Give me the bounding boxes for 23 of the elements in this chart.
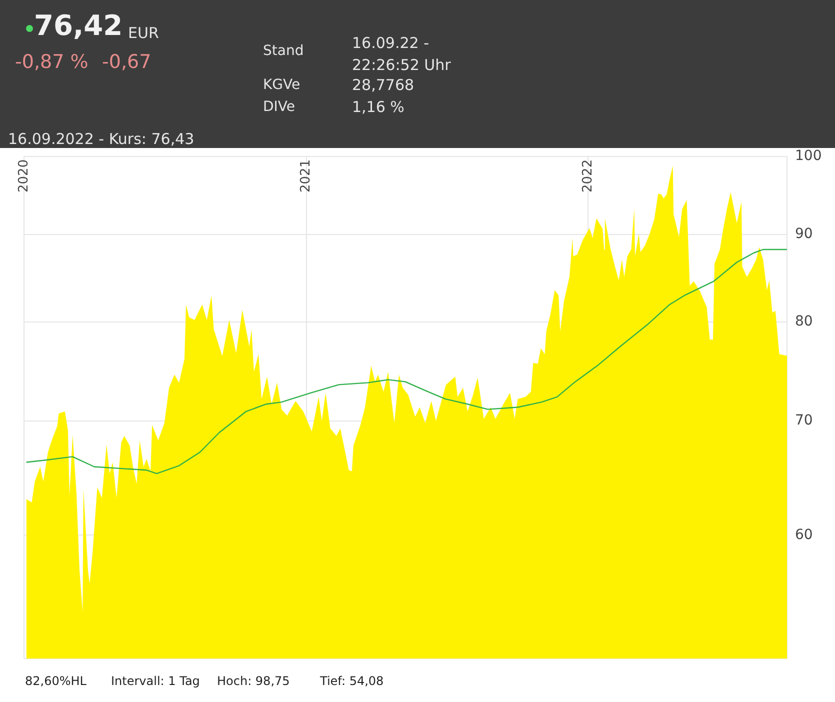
y-tick-label: 70 bbox=[795, 412, 813, 429]
x-tick-label: 2020 bbox=[16, 159, 32, 192]
x-tick-label: 2021 bbox=[298, 159, 314, 192]
text: Tief: 54,08 bbox=[320, 674, 384, 688]
text: EUR bbox=[128, 24, 159, 42]
text: 16.09.2022 - Kurs: 76,43 bbox=[8, 130, 194, 148]
text: KGVe bbox=[263, 77, 300, 93]
text: 16.09.22 - 22:26:52 Uhr bbox=[352, 33, 452, 76]
y-tick-label: 100 bbox=[795, 148, 822, 164]
text: 28,7768 bbox=[352, 76, 414, 94]
y-tick-label: 80 bbox=[795, 314, 813, 330]
text: 76,42 bbox=[34, 9, 123, 42]
text: -0,67 bbox=[102, 51, 152, 73]
text: -0,87 % bbox=[15, 51, 88, 73]
text: Hoch: 98,75 bbox=[217, 674, 290, 688]
text: 82,60%HL bbox=[25, 674, 86, 688]
text: DIVe bbox=[263, 99, 296, 115]
text: Intervall: 1 Tag bbox=[111, 674, 200, 688]
x-tick-label: 2022 bbox=[580, 159, 596, 192]
text: 1,16 % bbox=[352, 98, 404, 116]
text: Stand bbox=[263, 43, 304, 59]
y-tick-label: 90 bbox=[795, 226, 813, 242]
y-tick-label: 60 bbox=[795, 526, 813, 543]
